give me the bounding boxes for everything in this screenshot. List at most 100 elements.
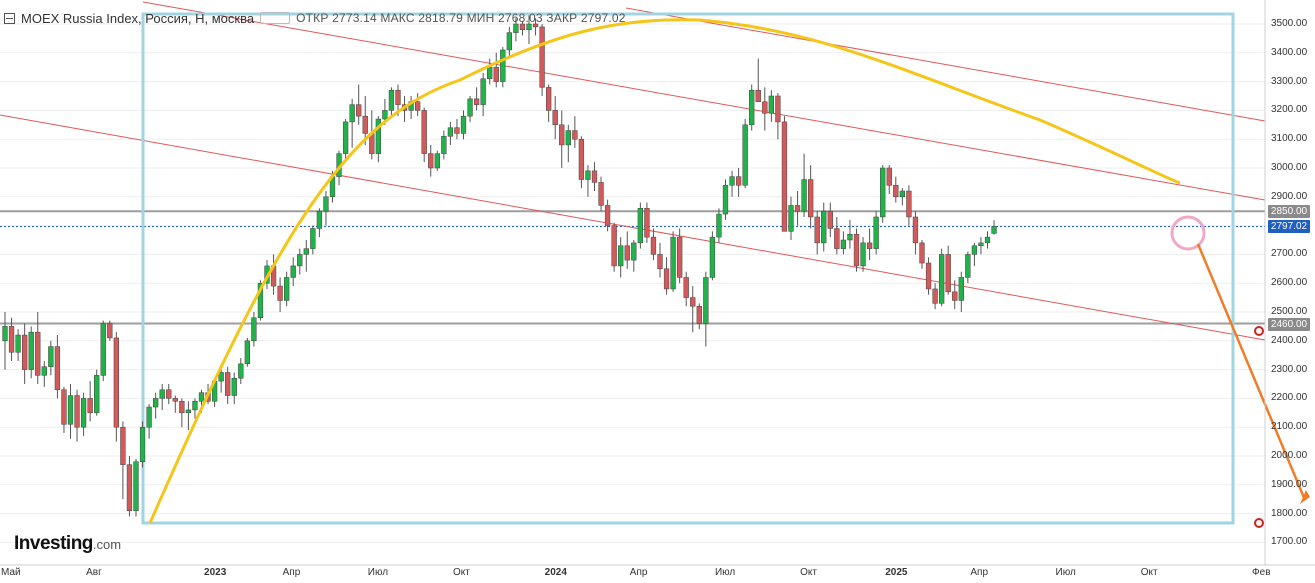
candle	[22, 323, 28, 384]
candle	[611, 222, 617, 272]
candle-body	[814, 216, 820, 244]
candle-body	[192, 401, 198, 411]
candle	[100, 320, 106, 382]
candle-body	[683, 277, 689, 298]
candle	[107, 320, 113, 341]
candle-body	[585, 170, 591, 180]
visibility-toggle-icon[interactable]	[260, 12, 291, 24]
candle	[434, 150, 440, 171]
candle	[919, 240, 925, 269]
candle	[185, 401, 192, 431]
candle	[153, 392, 159, 419]
y-tick-label: 3000.00	[1271, 162, 1308, 173]
candle	[113, 332, 119, 442]
candle	[480, 72, 486, 117]
candle-body	[434, 153, 440, 169]
x-tick-label: 2025	[885, 567, 908, 578]
candle-body	[316, 210, 323, 229]
candle-body	[703, 277, 709, 324]
candle-body	[198, 392, 205, 402]
candle-body	[139, 426, 146, 463]
candle-body	[808, 179, 814, 218]
x-tick-label: Фев	[1252, 567, 1271, 578]
candle	[166, 384, 172, 405]
candle	[873, 211, 879, 255]
candle-body	[827, 210, 833, 229]
candle	[506, 26, 513, 59]
candle	[808, 165, 814, 229]
candle-body	[749, 89, 755, 126]
candle-body	[604, 205, 611, 226]
candle-body	[225, 372, 231, 396]
candle-body	[644, 208, 650, 238]
candle	[225, 366, 231, 405]
candle-body	[893, 185, 899, 198]
candle-body	[899, 190, 906, 198]
candle	[559, 110, 565, 168]
candle-body	[945, 254, 951, 293]
candle	[231, 372, 237, 405]
candle	[762, 87, 768, 131]
candle-body	[28, 331, 34, 370]
candle-body	[526, 23, 532, 31]
candle-body	[788, 205, 794, 232]
candle	[244, 337, 250, 367]
candle-body	[925, 262, 932, 290]
candle	[677, 228, 683, 284]
candle-body	[781, 121, 788, 232]
candle-body	[500, 49, 506, 82]
candle	[139, 421, 146, 468]
alert-marker-icon[interactable]	[1254, 518, 1264, 528]
candle	[28, 326, 34, 379]
candle	[624, 231, 630, 269]
candle-body	[290, 265, 296, 278]
candle	[958, 271, 964, 312]
candle	[356, 84, 362, 125]
candle-body	[742, 124, 748, 186]
candle-body	[146, 406, 152, 428]
candle-body	[546, 87, 552, 111]
candle	[421, 107, 427, 163]
candle	[218, 366, 224, 393]
candle	[192, 398, 198, 419]
candle-body	[906, 190, 912, 218]
alert-marker-icon[interactable]	[1254, 326, 1264, 336]
candle-body	[487, 66, 493, 79]
candle-body	[853, 233, 860, 267]
candle	[663, 257, 670, 295]
y-tick-label: 3200.00	[1271, 104, 1308, 116]
candle-body	[166, 389, 172, 399]
candle-body	[958, 277, 964, 301]
candle	[2, 312, 8, 370]
candle	[749, 84, 755, 131]
candle	[454, 119, 460, 140]
candle-body	[441, 136, 447, 154]
candle	[893, 176, 899, 203]
candle-body	[755, 89, 761, 103]
candle-body	[15, 334, 21, 353]
candle	[473, 87, 480, 111]
candle-body	[244, 340, 250, 365]
candlesticks	[2, 15, 997, 517]
candle	[866, 228, 873, 261]
candle-body	[126, 464, 133, 511]
price-level-tag: 2797.02	[1268, 220, 1310, 234]
candle	[61, 386, 67, 433]
y-tick-label: 3100.00	[1271, 133, 1308, 145]
y-tick-label: 1700.00	[1271, 536, 1308, 548]
candle	[860, 237, 866, 272]
candle	[794, 191, 801, 226]
highlight-box	[141, 12, 1235, 525]
candle-body	[388, 89, 395, 111]
candle-body	[179, 401, 185, 414]
candle	[840, 231, 847, 255]
x-tick-label: Апр	[282, 567, 301, 578]
candle	[735, 168, 742, 197]
y-tick-label: 2900.00	[1271, 190, 1308, 202]
collapse-icon[interactable]	[4, 12, 15, 24]
x-tick-label: Окт	[452, 567, 470, 578]
candle-body	[794, 205, 801, 212]
candle-body	[303, 248, 309, 255]
candle-body	[991, 226, 997, 234]
